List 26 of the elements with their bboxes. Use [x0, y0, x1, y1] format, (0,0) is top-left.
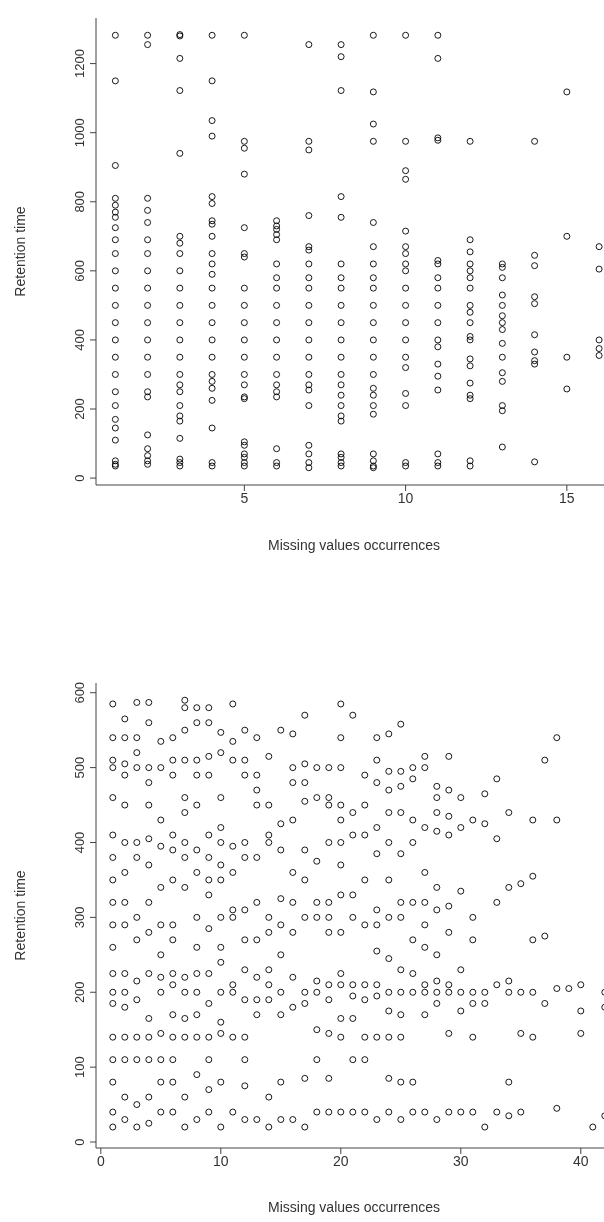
y-tick-label: 600 — [72, 259, 87, 282]
y-tick-label: 200 — [72, 981, 87, 1004]
x-tick-label: 40 — [573, 1152, 589, 1169]
x-axis-title: Missing values occurrences — [268, 1199, 440, 1215]
x-tick-label: 5 — [240, 489, 249, 506]
y-tick-label: 1200 — [72, 49, 87, 79]
y-tick-label: 0 — [72, 474, 87, 482]
x-axis-title: Missing values occurrences — [268, 537, 440, 553]
y-tick-label: 600 — [72, 681, 87, 704]
x-tick-label: 30 — [453, 1152, 469, 1169]
y-tick-label: 1000 — [72, 118, 87, 148]
x-tick-label: 10 — [397, 489, 414, 506]
x-tick-label: 15 — [559, 489, 575, 506]
x-tick-label: 0 — [96, 1152, 105, 1169]
y-tick-label: 500 — [72, 756, 87, 779]
y-axis-title: Retention time — [11, 870, 28, 961]
x-tick-label: 20 — [333, 1152, 349, 1169]
y-tick-label: 0 — [72, 1138, 87, 1146]
y-tick-label: 400 — [72, 329, 87, 351]
y-tick-label: 800 — [72, 190, 87, 213]
y-tick-label: 200 — [72, 398, 87, 420]
y-tick-label: 100 — [72, 1056, 87, 1078]
y-axis-title: Retention time — [11, 206, 28, 297]
x-tick-label: 10 — [213, 1152, 229, 1169]
y-tick-label: 300 — [72, 906, 87, 929]
y-tick-label: 400 — [72, 831, 87, 854]
